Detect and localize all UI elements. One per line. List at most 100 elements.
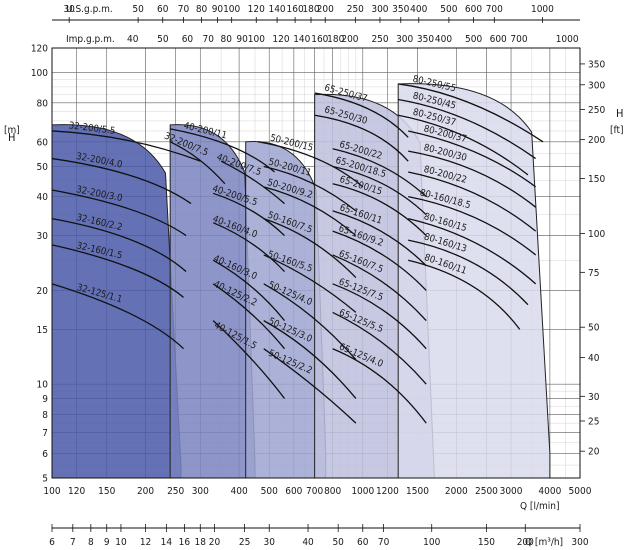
y-tick-m: 80 <box>37 98 49 109</box>
x-tick-lmin: 400 <box>231 486 248 497</box>
y-tick-m: 9 <box>42 394 48 405</box>
x-tick-lmin: 300 <box>192 486 209 497</box>
x-tick-impgpm: 160 <box>311 34 328 45</box>
x-tick-usgpm: 160 <box>287 4 304 15</box>
y-tick-m: 7 <box>42 428 48 439</box>
y-tick-m: 60 <box>37 137 49 148</box>
x-tick-m3h: 30 <box>263 537 275 548</box>
y-tick-ft: 25 <box>588 416 599 427</box>
curve-50-200/15 <box>257 141 364 188</box>
y-tick-ft: 75 <box>588 268 599 279</box>
curve-32-200/4.0 <box>51 157 192 205</box>
x-tick-usgpm: 300 <box>371 4 388 15</box>
x-tick-impgpm: 600 <box>490 34 507 45</box>
x-tick-impgpm: 500 <box>465 34 482 45</box>
curve-65-160/9.2 <box>332 230 427 291</box>
region-family-32 <box>51 124 182 479</box>
curve-32-160/2.2 <box>51 217 187 273</box>
curve-40-200/11 <box>170 128 275 173</box>
x-tick-m3h: 25 <box>239 537 250 548</box>
x-tick-impgpm: 80 <box>221 34 233 45</box>
y-tick-m: 20 <box>37 286 49 297</box>
x-tick-m3h: 18 <box>195 537 207 548</box>
curve-65-125/7.5 <box>332 283 427 350</box>
y-tick-m: 8 <box>42 410 48 421</box>
curve-65-250/30 <box>314 114 409 162</box>
x-tick-lmin: 500 <box>261 486 278 497</box>
y-tick-m: 120 <box>31 44 48 55</box>
curve-40-125/1.5 <box>212 320 286 399</box>
curve-80-250/55 <box>398 83 544 143</box>
curve-32-160/1.5 <box>51 244 184 298</box>
curve-65-200/15 <box>332 183 427 237</box>
x-tick-lmin: 700 <box>306 486 323 497</box>
y-tick-ft: 20 <box>588 447 600 458</box>
x-tick-usgpm: 50 <box>132 4 144 15</box>
pump-family-regions <box>51 83 551 479</box>
x-tick-lmin: 2000 <box>445 486 468 497</box>
x-tick-usgpm: 700 <box>486 4 503 15</box>
curve-50-200/11 <box>263 165 357 212</box>
curve-50-160/7.5 <box>263 218 357 278</box>
x-tick-m3h: 16 <box>179 537 191 548</box>
curve-80-200/30 <box>408 150 537 208</box>
curve-65-200/18.5 <box>332 165 427 216</box>
x-tick-lmin: 1500 <box>406 486 429 497</box>
x-tick-lmin: 1200 <box>376 486 399 497</box>
y-tick-ft: 50 <box>588 323 600 334</box>
x-tick-m3h: 14 <box>161 537 173 548</box>
x-tick-impgpm: 90 <box>236 34 248 45</box>
y-tick-m: 5 <box>42 474 48 485</box>
x-tick-usgpm: 60 <box>157 4 169 15</box>
curve-65-250/37 <box>314 92 409 138</box>
x-tick-lmin: 2500 <box>475 486 498 497</box>
x-tick-m3h: 70 <box>378 537 390 548</box>
x-tick-impgpm: 200 <box>341 34 358 45</box>
x-tick-impgpm: 350 <box>417 34 434 45</box>
y-tick-ft: 200 <box>588 135 605 146</box>
curve-80-160/13 <box>408 239 529 306</box>
x-tick-usgpm: 30 <box>63 4 75 15</box>
curve-32-125/1.1 <box>51 283 184 350</box>
y-tick-ft: 150 <box>588 174 605 185</box>
x-tick-lmin: 5000 <box>569 486 592 497</box>
x-tick-lmin: 3000 <box>500 486 523 497</box>
curve-80-200/37 <box>408 130 537 188</box>
curve-40-160/3.0 <box>212 259 286 322</box>
curve-50-125/2.2 <box>263 348 357 424</box>
y2-axis-label-h: H <box>616 107 623 120</box>
y-tick-m: 50 <box>37 162 49 173</box>
x-tick-impgpm: 140 <box>293 34 310 45</box>
y-tick-ft: 250 <box>588 105 605 116</box>
y-tick-m: 15 <box>37 325 48 336</box>
x-tick-usgpm: 140 <box>268 4 285 15</box>
x-tick-usgpm: 1000 <box>531 4 554 15</box>
y-tick-ft: 300 <box>588 80 605 91</box>
x-axis-label-m3h: Q [m³/h] <box>525 537 563 548</box>
curve-32-200/3.0 <box>51 189 187 237</box>
region-family-80 <box>397 83 551 479</box>
curve-65-160/7.5 <box>332 254 427 322</box>
x-tick-m3h: 300 <box>571 537 588 548</box>
top-axis-label-impgpm: Imp.g.p.m. <box>66 34 115 45</box>
x-tick-usgpm: 350 <box>392 4 409 15</box>
curve-40-125/2.2 <box>212 283 286 350</box>
tick-labels: 100 120 150 200 250 300 400 500 600 700 800 1000 120… <box>31 4 606 548</box>
x-tick-impgpm: 70 <box>203 34 215 45</box>
curve-80-160/15 <box>408 218 537 285</box>
x-tick-m3h: 6 <box>49 537 55 548</box>
x-tick-m3h: 12 <box>140 537 151 548</box>
x-tick-impgpm: 50 <box>157 34 169 45</box>
x-tick-m3h: 7 <box>70 537 76 548</box>
x-tick-m3h: 50 <box>332 537 344 548</box>
x-tick-impgpm: 100 <box>248 34 265 45</box>
y-tick-m: 40 <box>37 192 49 203</box>
x-tick-impgpm: 250 <box>371 34 388 45</box>
y-tick-m: 100 <box>31 68 48 79</box>
curve-80-160/18.5 <box>408 196 537 256</box>
y-tick-ft: 40 <box>588 353 600 364</box>
curve-50-160/5.5 <box>263 254 357 313</box>
x-tick-m3h: 8 <box>88 537 94 548</box>
x-tick-m3h: 10 <box>115 537 127 548</box>
curve-32-200/5.5 <box>51 130 201 162</box>
